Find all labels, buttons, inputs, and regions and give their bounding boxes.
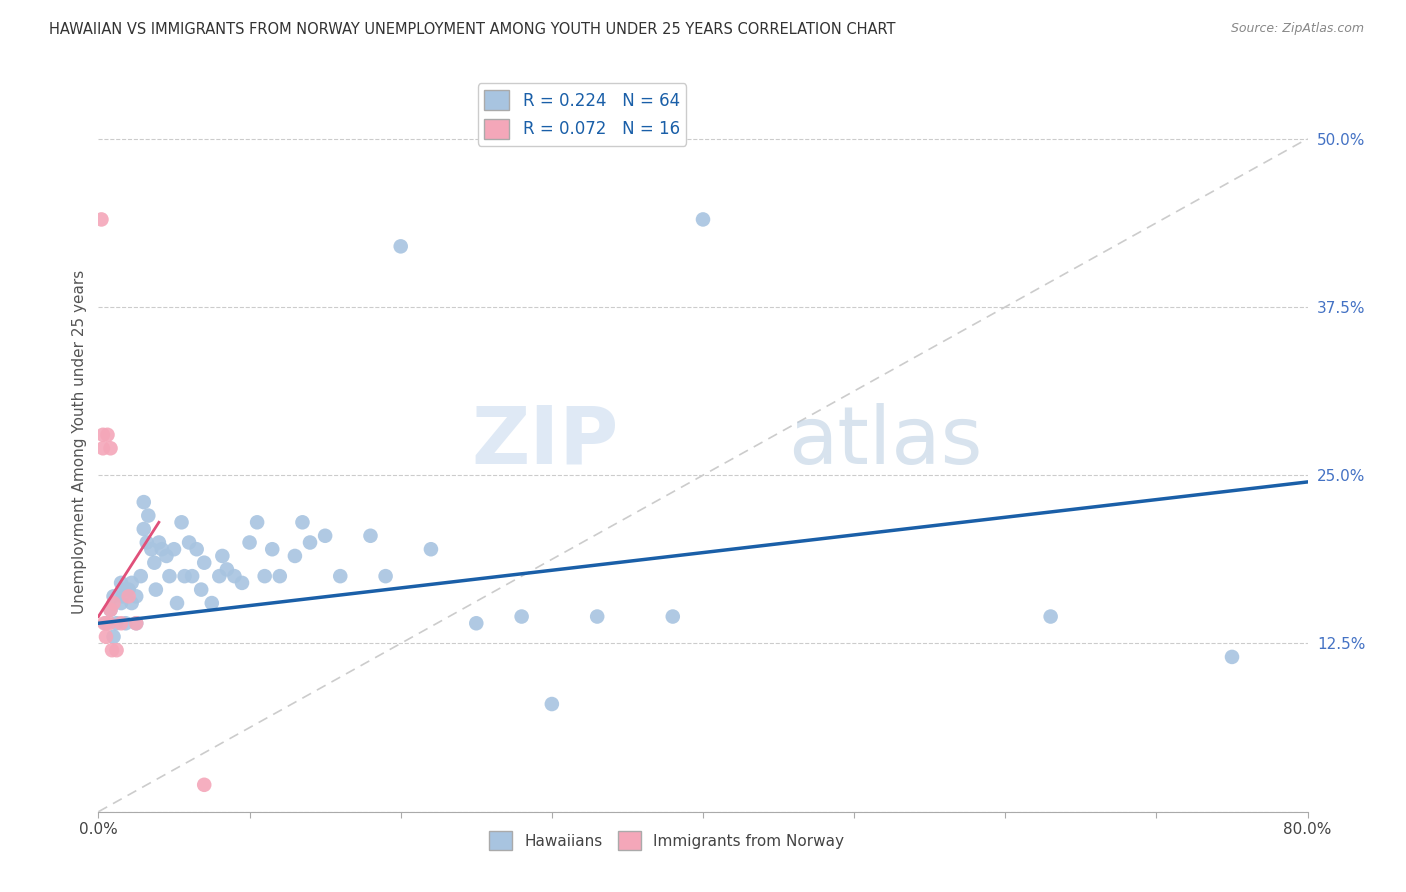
Point xyxy=(110,596,132,610)
Point xyxy=(103,630,125,644)
Point xyxy=(224,569,246,583)
Point xyxy=(91,442,114,456)
Point xyxy=(96,427,118,442)
Point xyxy=(1220,649,1243,664)
Point xyxy=(465,616,488,631)
Point xyxy=(1039,609,1062,624)
Point xyxy=(329,569,352,583)
Point xyxy=(211,549,233,563)
Point xyxy=(159,569,181,583)
Point xyxy=(314,529,336,543)
Point xyxy=(100,603,122,617)
Point xyxy=(105,616,128,631)
Point xyxy=(91,427,114,442)
Point xyxy=(586,609,609,624)
Point xyxy=(93,616,115,631)
Point xyxy=(179,535,201,549)
Point xyxy=(420,542,443,557)
Point xyxy=(246,516,269,530)
Point xyxy=(299,535,322,549)
Point xyxy=(100,442,122,456)
Point xyxy=(166,596,188,610)
Point xyxy=(148,535,170,549)
Point xyxy=(692,212,714,227)
Point xyxy=(181,569,204,583)
Point xyxy=(208,569,231,583)
Point xyxy=(94,630,117,644)
Point xyxy=(125,616,148,631)
Point xyxy=(121,596,143,610)
Point xyxy=(150,542,173,557)
Point xyxy=(389,239,412,253)
Point xyxy=(110,616,132,631)
Point xyxy=(90,212,112,227)
Point xyxy=(540,697,562,711)
Point xyxy=(136,508,159,523)
Point xyxy=(239,535,262,549)
Text: ZIP: ZIP xyxy=(471,402,619,481)
Point xyxy=(510,609,533,624)
Point xyxy=(94,616,117,631)
Point xyxy=(231,575,253,590)
Point xyxy=(173,569,195,583)
Point xyxy=(661,609,683,624)
Point xyxy=(163,542,186,557)
Point xyxy=(125,590,148,604)
Point xyxy=(193,556,215,570)
Point xyxy=(145,582,167,597)
Point xyxy=(269,569,291,583)
Point xyxy=(262,542,284,557)
Point xyxy=(125,616,148,631)
Point xyxy=(112,582,135,597)
Point xyxy=(132,522,155,536)
Point xyxy=(141,542,163,557)
Text: Source: ZipAtlas.com: Source: ZipAtlas.com xyxy=(1230,22,1364,36)
Point xyxy=(100,603,122,617)
Point xyxy=(129,569,152,583)
Point xyxy=(193,778,215,792)
Point xyxy=(190,582,212,597)
Point xyxy=(284,549,307,563)
Point xyxy=(103,590,125,604)
Point xyxy=(170,516,193,530)
Point xyxy=(110,575,132,590)
Point xyxy=(215,562,238,576)
Point xyxy=(111,590,134,604)
Point xyxy=(360,529,382,543)
Point xyxy=(101,643,124,657)
Point xyxy=(135,535,157,549)
Point xyxy=(121,575,143,590)
Point xyxy=(186,542,208,557)
Point xyxy=(118,590,141,604)
Point xyxy=(155,549,177,563)
Point xyxy=(105,643,128,657)
Point xyxy=(291,516,314,530)
Point xyxy=(143,556,166,570)
Legend: Hawaiians, Immigrants from Norway: Hawaiians, Immigrants from Norway xyxy=(484,825,851,856)
Point xyxy=(201,596,224,610)
Point xyxy=(374,569,396,583)
Text: HAWAIIAN VS IMMIGRANTS FROM NORWAY UNEMPLOYMENT AMONG YOUTH UNDER 25 YEARS CORRE: HAWAIIAN VS IMMIGRANTS FROM NORWAY UNEMP… xyxy=(49,22,896,37)
Y-axis label: Unemployment Among Youth under 25 years: Unemployment Among Youth under 25 years xyxy=(72,269,87,614)
Point xyxy=(118,582,141,597)
Point xyxy=(103,596,125,610)
Point xyxy=(132,495,155,509)
Point xyxy=(98,616,121,631)
Point xyxy=(253,569,276,583)
Point xyxy=(114,616,136,631)
Text: atlas: atlas xyxy=(787,402,981,481)
